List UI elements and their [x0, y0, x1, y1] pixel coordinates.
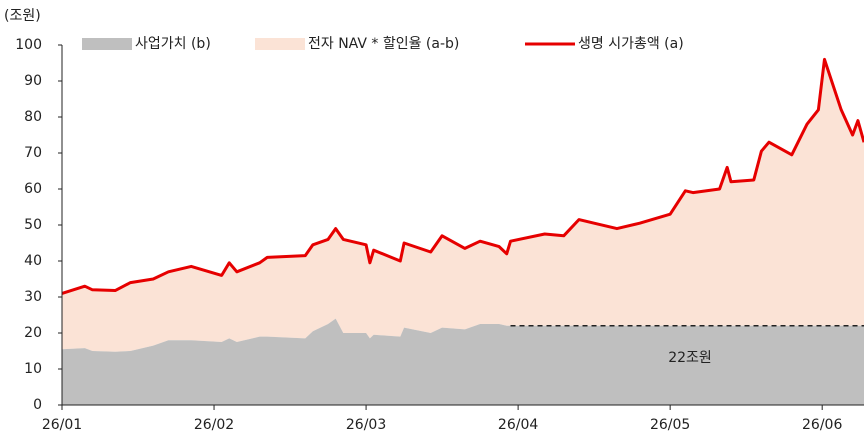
y-tick-label: 70: [24, 145, 42, 161]
x-tick-label: 26/05: [650, 417, 690, 433]
line-market-cap: [61, 57, 864, 295]
y-tick-label: 30: [24, 289, 42, 305]
area-discount: [62, 59, 864, 352]
y-tick-label: 60: [24, 181, 42, 197]
area-business: [62, 318, 864, 405]
y-axis-label: (조원): [4, 8, 41, 24]
legend-label: 생명 시가총액 (a): [578, 36, 684, 52]
y-tick-label: 40: [24, 253, 42, 269]
x-tick-label: 26/01: [42, 417, 82, 433]
legend-label: 전자 NAV * 할인율 (a-b): [308, 36, 459, 52]
legend-swatch: [82, 38, 132, 50]
y-tick-label: 20: [24, 325, 42, 341]
x-tick-label: 26/02: [194, 417, 234, 433]
x-tick-label: 26/03: [346, 417, 386, 433]
legend-label: 사업가치 (b): [135, 36, 211, 52]
y-tick-label: 80: [24, 109, 42, 125]
legend-swatch: [255, 38, 305, 50]
y-tick-label: 50: [24, 217, 42, 233]
y-tick-label: 0: [33, 397, 42, 413]
y-tick-label: 90: [24, 73, 42, 89]
x-tick-label: 26/06: [802, 417, 842, 433]
x-tick-label: 26/04: [498, 417, 538, 433]
reference-label: 22조원: [668, 350, 712, 366]
y-tick-label: 100: [15, 37, 42, 53]
y-tick-label: 10: [24, 361, 42, 377]
